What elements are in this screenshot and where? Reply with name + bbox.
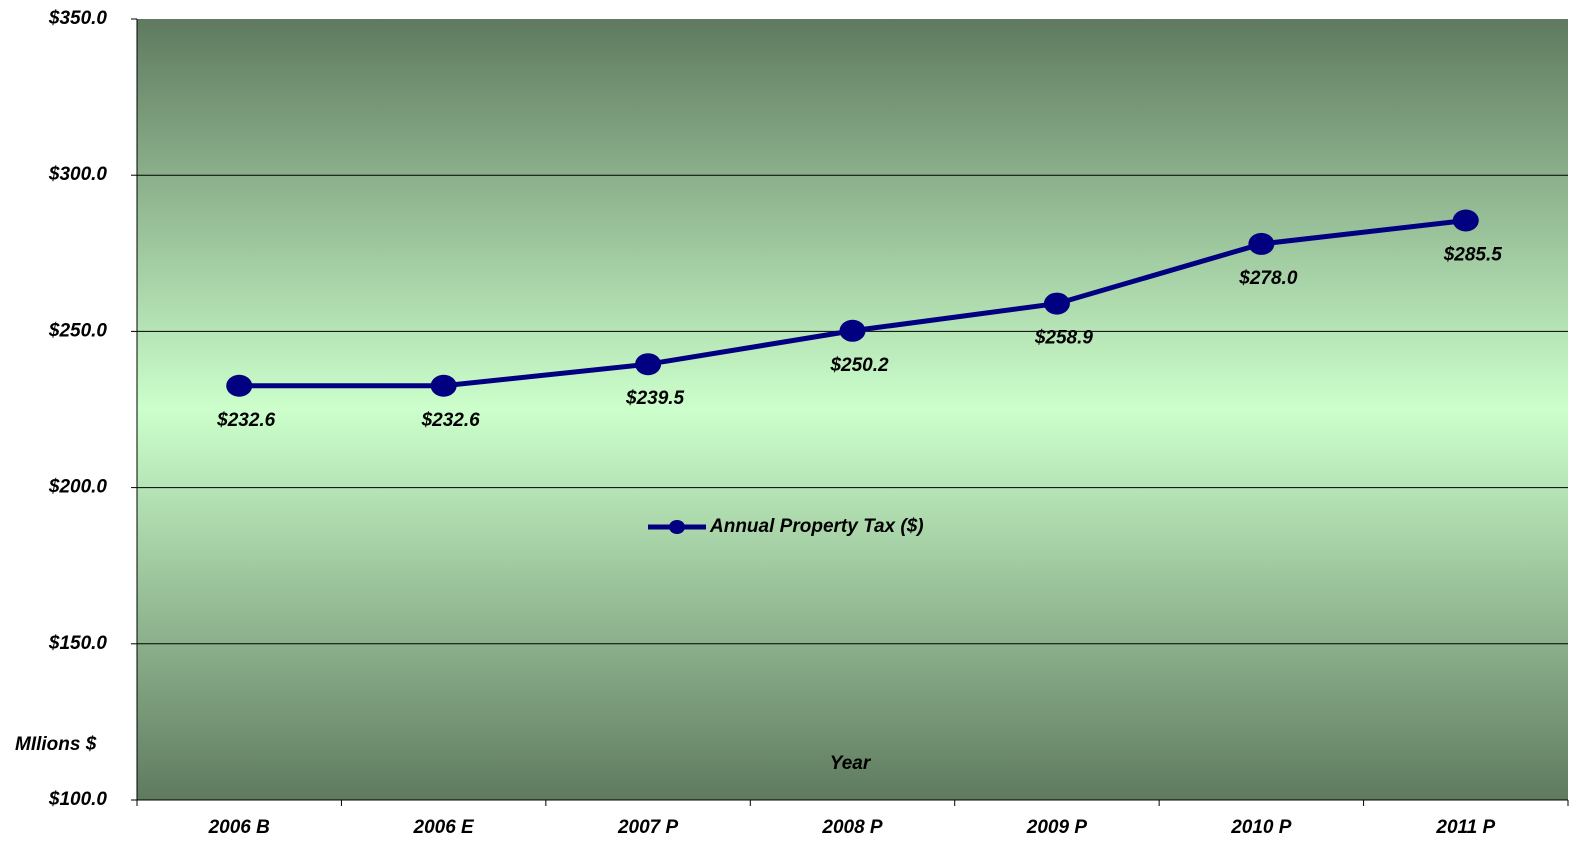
x-tick-label: 2010 P [1230, 817, 1292, 838]
data-point [1452, 209, 1479, 232]
data-point [226, 374, 253, 397]
x-tick-label: 2008 P [821, 817, 883, 838]
data-point [430, 374, 457, 397]
data-point [839, 319, 866, 342]
data-point [635, 353, 662, 376]
x-tick-label: 2006 B [208, 817, 271, 838]
data-point [1248, 232, 1275, 255]
x-tick-label: 2007 P [617, 817, 679, 838]
data-label: $239.5 [625, 388, 685, 409]
x-tick-label: 2006 E [413, 817, 476, 838]
y-tick-label: $200.0 [48, 477, 108, 498]
x-tick-label: 2009 P [1026, 817, 1088, 838]
x-axis-title: Year [830, 753, 872, 774]
plot-area [137, 19, 1568, 800]
x-tick-label: 2011 P [1435, 817, 1495, 838]
data-label: $232.6 [421, 410, 481, 431]
data-point [1043, 292, 1070, 315]
data-label: $278.0 [1238, 268, 1298, 289]
y-axis-title: MIlions $ [15, 734, 97, 755]
y-tick-label: $350.0 [48, 8, 108, 29]
data-label: $250.2 [829, 355, 889, 376]
data-label: $232.6 [216, 410, 276, 431]
legend-label: Annual Property Tax ($) [709, 516, 924, 537]
y-tick-label: $100.0 [48, 789, 108, 810]
legend-marker [669, 520, 685, 534]
data-label: $285.5 [1443, 245, 1503, 266]
y-tick-label: $250.0 [48, 320, 108, 341]
data-label: $258.9 [1034, 328, 1094, 349]
y-tick-label: $150.0 [48, 633, 108, 654]
y-tick-label: $300.0 [48, 164, 108, 185]
